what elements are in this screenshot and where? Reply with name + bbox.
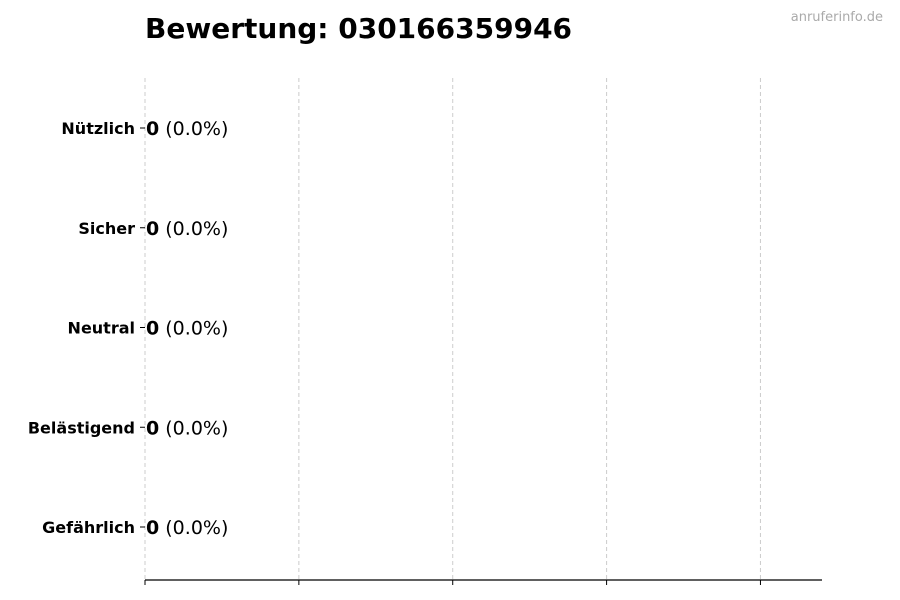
data-label: 0 (0.0%) [146, 517, 228, 539]
chart-title: Bewertung: 030166359946 [145, 12, 573, 45]
percent-label: (0.0%) [159, 417, 228, 439]
category-label: Gefährlich [42, 518, 135, 537]
percent-label: (0.0%) [159, 517, 228, 539]
data-label: 0 (0.0%) [146, 417, 228, 439]
percent-label: (0.0%) [159, 318, 228, 340]
percent-label: (0.0%) [159, 118, 228, 140]
value-label: 0 [146, 118, 159, 140]
data-label: 0 (0.0%) [146, 118, 228, 140]
category-label: Sicher [78, 219, 135, 238]
watermark: anruferinfo.de [790, 10, 883, 25]
percent-label: (0.0%) [159, 218, 228, 240]
category-label: Nützlich [61, 119, 135, 138]
value-label: 0 [146, 218, 159, 240]
category-label: Neutral [68, 319, 135, 338]
value-label: 0 [146, 517, 159, 539]
data-label: 0 (0.0%) [146, 218, 228, 240]
data-label: 0 (0.0%) [146, 318, 228, 340]
value-label: 0 [146, 417, 159, 439]
category-label: Belästigend [28, 418, 135, 437]
value-label: 0 [146, 318, 159, 340]
